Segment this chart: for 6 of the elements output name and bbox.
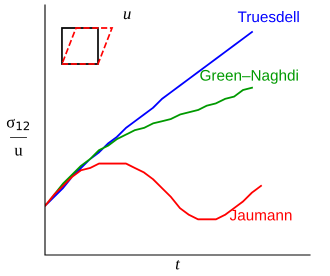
y-axis-title: σ$_{12}$ ― u — [6, 118, 30, 156]
series-label: Green–Naghdi — [200, 70, 298, 84]
series-label: Jaumann — [230, 210, 292, 221]
x-axis-title: t — [176, 260, 180, 270]
text: u — [124, 11, 131, 20]
series-label: Truesdell — [238, 10, 299, 22]
